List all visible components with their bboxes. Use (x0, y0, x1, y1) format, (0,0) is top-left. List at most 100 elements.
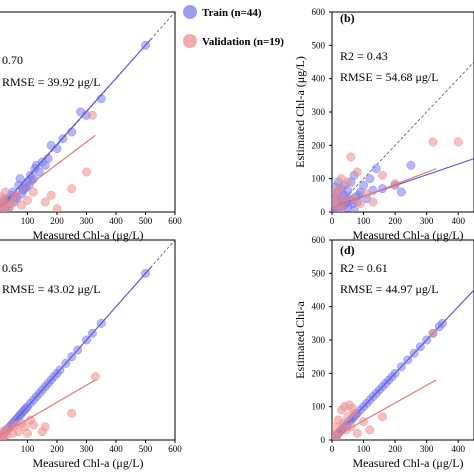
x-tick-label: 600 (168, 216, 182, 226)
stat-text: RMSE = 43.02 μg/L (2, 282, 101, 296)
panel-label: (b) (340, 11, 355, 25)
validation-fit-line (332, 168, 437, 210)
validation-point (365, 425, 375, 435)
y-axis-label: Estimated Chl-a (μg/L) (293, 56, 307, 168)
validation-point (87, 110, 97, 120)
x-tick-label: 300 (420, 216, 434, 226)
validation-point (17, 200, 27, 210)
validation-point (335, 184, 345, 194)
x-tick-label: 0 (330, 444, 335, 454)
legend-train-marker (183, 5, 197, 19)
stat-text: 0.65 (2, 261, 23, 275)
y-tick-label: 100 (312, 402, 326, 412)
legend-train-label: Train (n=44) (202, 7, 262, 19)
train-point (43, 154, 53, 164)
train-point (371, 164, 381, 174)
y-axis-label: Estimated Chl-a (293, 301, 307, 379)
x-tick-label: 200 (388, 444, 402, 454)
stat-text: RMSE = 54.68 μg/L (340, 70, 439, 84)
validation-fit-line (0, 134, 96, 208)
validation-point (352, 167, 362, 177)
legend-validation-marker (183, 34, 197, 48)
train-point (359, 180, 369, 190)
validation-point (378, 170, 387, 180)
x-tick-label: 500 (139, 444, 153, 454)
x-tick-label: 100 (21, 444, 35, 454)
validation-fit-line (0, 379, 96, 437)
x-tick-label: 100 (357, 216, 371, 226)
validation-point (428, 137, 438, 147)
validation-point (453, 137, 463, 147)
train-point (343, 185, 353, 195)
validation-point (52, 204, 62, 212)
x-axis-label: Measured Chl-a (μg/L) (32, 228, 143, 242)
panel-2: 0 100 200 300 400 0 100 200 300 400 500 600 Measured… (293, 7, 474, 242)
validation-point (352, 428, 362, 438)
x-tick-label: 200 (50, 444, 64, 454)
plot-area (0, 12, 175, 212)
stat-text: 0.70 (2, 53, 23, 67)
plot-area (0, 240, 175, 440)
x-tick-label: 400 (109, 216, 123, 226)
x-tick-label: 400 (451, 216, 465, 226)
train-point (52, 144, 62, 154)
validation-fit-line (332, 379, 437, 439)
x-axis-label: Measured Chl-a (μg/L) (32, 456, 143, 470)
y-tick-label: 0 (321, 435, 326, 445)
train-point (15, 174, 25, 184)
x-tick-label: 200 (50, 216, 64, 226)
y-tick-label: 200 (312, 368, 326, 378)
train-point (67, 127, 77, 137)
train-point (396, 187, 406, 197)
x-tick-label: 100 (357, 444, 371, 454)
validation-point (368, 197, 378, 207)
plot-area (332, 289, 474, 440)
x-tick-label: 300 (80, 444, 94, 454)
validation-point (14, 427, 24, 437)
y-tick-label: 300 (312, 335, 326, 345)
validation-point (40, 422, 50, 432)
validation-point (28, 187, 38, 197)
panels-group: 100 200 300 400 500 600 Measured Chl-a (μg/L) 0… (0, 7, 474, 470)
y-tick-label: 100 (312, 174, 326, 184)
x-axis-label: Measured Chl-a (μg/L) (352, 228, 463, 242)
x-axis-label: Measured Chl-a (μg/L) (352, 456, 463, 470)
train-point (365, 174, 375, 184)
validation-point (428, 328, 438, 338)
stat-text: R2 = 0.61 (340, 261, 388, 275)
validation-point (90, 372, 100, 382)
y-tick-label: 500 (312, 268, 326, 278)
validation-point (0, 192, 6, 202)
panel-1: 100 200 300 400 500 600 Measured Chl-a (μg/L) 0… (0, 11, 182, 242)
x-tick-label: 400 (109, 444, 123, 454)
validation-point (67, 184, 77, 194)
train-fit-line (0, 266, 152, 439)
identity-line (332, 61, 474, 212)
x-tick-label: 200 (388, 216, 402, 226)
validation-point (67, 408, 77, 418)
x-tick-label: 400 (451, 444, 465, 454)
x-tick-label: 300 (420, 444, 434, 454)
validation-point (378, 412, 387, 422)
validation-point (346, 152, 356, 162)
x-tick-label: 600 (168, 444, 182, 454)
stat-text: R2 = 0.43 (340, 49, 388, 63)
stat-text: RMSE = 39.92 μg/L (2, 75, 101, 89)
validation-point (337, 174, 346, 184)
y-tick-label: 400 (312, 302, 326, 312)
validation-point (355, 199, 365, 209)
validation-point (349, 408, 359, 418)
validation-point (82, 167, 91, 177)
train-point (349, 205, 359, 212)
validation-point (23, 195, 32, 205)
y-tick-label: 200 (312, 140, 326, 150)
panel-label: (d) (340, 243, 355, 257)
plot-area (332, 61, 474, 212)
y-tick-label: 400 (312, 74, 326, 84)
panel-3: 100 200 300 400 500 600 Measured Chl-a (μg/L) 0… (0, 239, 182, 470)
y-tick-label: 0 (321, 207, 326, 217)
y-tick-label: 600 (312, 235, 326, 245)
x-tick-label: 100 (21, 216, 35, 226)
y-tick-label: 500 (312, 40, 326, 50)
